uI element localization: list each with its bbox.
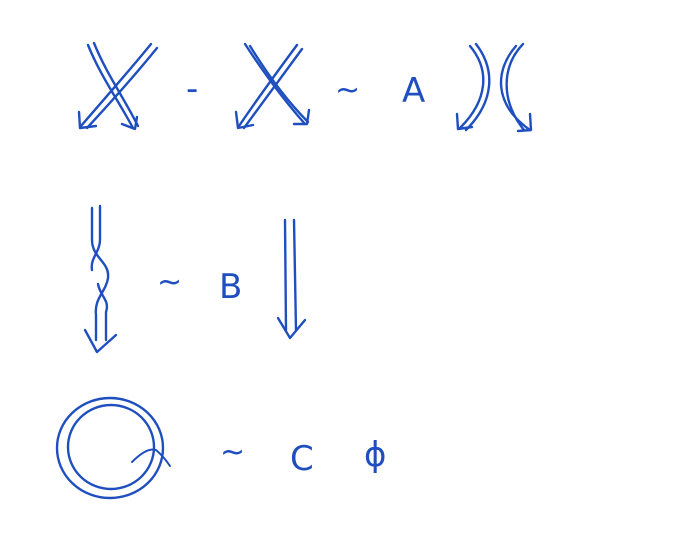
- crossing-positive: [77, 41, 159, 131]
- straight-strand: [276, 218, 307, 340]
- coefficient-label: C: [290, 439, 314, 479]
- minus-sign: -: [186, 69, 198, 109]
- empty-set-symbol: ϕ: [364, 435, 386, 475]
- similar-sign: ~: [220, 435, 245, 470]
- similar-sign: ~: [335, 73, 360, 108]
- row-3-loop-relation: ~ C ϕ: [55, 396, 386, 500]
- row-1-skein-relation: - ~ A: [77, 41, 533, 133]
- crossing-negative: [234, 42, 311, 130]
- row-2-twist-relation: ~ B: [83, 204, 307, 354]
- unknot-loop: [55, 396, 171, 500]
- twisted-strand: [83, 204, 118, 354]
- coefficient-label: A: [402, 71, 425, 111]
- similar-sign: ~: [157, 265, 182, 300]
- smoothing-strands: [455, 42, 533, 133]
- coefficient-label: B: [219, 267, 242, 307]
